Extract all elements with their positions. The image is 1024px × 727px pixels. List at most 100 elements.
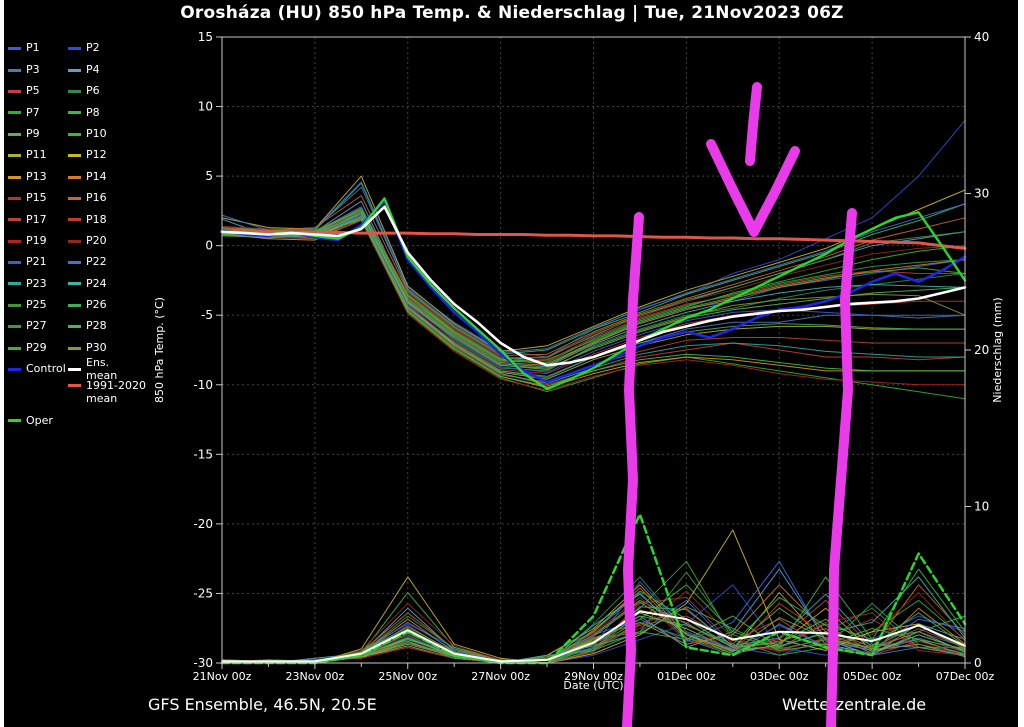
legend-color-dash: [8, 47, 21, 51]
legend-row: P11 P12: [8, 145, 178, 166]
legend-label: P1: [26, 41, 40, 55]
legend-label: P14: [86, 169, 107, 183]
legend-label: P19: [26, 233, 47, 247]
legend-color-dash: [68, 111, 81, 115]
legend-label: P2: [86, 41, 100, 55]
svg-text:10: 10: [974, 500, 989, 514]
legend-color-dash: [68, 239, 81, 243]
legend-label: P13: [26, 169, 47, 183]
gridlines: [221, 36, 966, 664]
legend-item-p20: P20: [68, 231, 128, 252]
legend-color-dash: [68, 368, 81, 372]
legend-color-dash: [68, 154, 81, 158]
annotation-arrow-head: [706, 139, 800, 237]
legend-label: P9: [26, 126, 40, 140]
legend-item-p11: P11: [8, 145, 68, 166]
svg-text:0: 0: [205, 239, 213, 253]
ensemble-legend: P1 P2 P3 P4 P5 P6 P7 P8 P9 P10 P11 P12 P13 P14 P15 P16 P…: [8, 38, 178, 432]
legend-item-p9: P9: [8, 124, 68, 145]
legend-row: P3 P4: [8, 59, 178, 80]
legend-color-dash: [68, 89, 81, 93]
legend-color-dash: [68, 175, 81, 179]
legend-row: P23 P24: [8, 273, 178, 294]
legend-color-dash: [8, 218, 21, 222]
legend-item-p3: P3: [8, 59, 68, 80]
legend-label: P11: [26, 148, 47, 162]
legend-label: P23: [26, 276, 47, 290]
legend-item-p8: P8: [68, 102, 128, 123]
svg-text:-30: -30: [193, 656, 213, 670]
legend-item-p12: P12: [68, 145, 128, 166]
legend-item-p10: P10: [68, 124, 128, 145]
legend-label: P10: [86, 126, 107, 140]
annotation-vline-right: [826, 208, 857, 727]
legend-color-dash: [68, 384, 81, 388]
legend-color-dash: [68, 218, 81, 222]
legend-item-p16: P16: [68, 188, 128, 209]
legend-label: P24: [86, 276, 107, 290]
legend-item-p1: P1: [8, 38, 68, 59]
legend-color-dash: [8, 196, 21, 200]
legend-color-dash: [8, 282, 21, 286]
legend-item-control: Control: [8, 359, 68, 380]
legend-color-dash: [8, 68, 21, 72]
legend-label: P20: [86, 233, 107, 247]
legend-color-dash: [8, 111, 21, 115]
legend-item-p29: P29: [8, 337, 68, 358]
legend-item-p21: P21: [8, 252, 68, 273]
legend-item-p23: P23: [8, 273, 68, 294]
legend-color-dash: [8, 89, 21, 93]
legend-item-p13: P13: [8, 166, 68, 187]
svg-text:10: 10: [198, 100, 213, 114]
legend-label: P16: [86, 191, 107, 205]
x-axis-title: Date (UTC): [563, 679, 624, 692]
legend-label: P3: [26, 62, 40, 76]
svg-text:0: 0: [974, 656, 982, 670]
legend-label: P17: [26, 212, 47, 226]
annotation-arrow-shaft: [745, 82, 762, 166]
legend-color-dash: [8, 132, 21, 136]
legend-color-dash: [68, 325, 81, 329]
legend-label: Ens. mean: [86, 355, 118, 382]
member-precip-series: [221, 529, 966, 664]
svg-text:5: 5: [205, 169, 213, 183]
legend-item-p27: P27: [8, 316, 68, 337]
legend-color-dash: [8, 154, 21, 158]
legend-item-p24: P24: [68, 273, 128, 294]
legend-label: P27: [26, 319, 47, 333]
legend-label: 1991-2020 mean: [86, 379, 146, 405]
legend-label: Oper: [26, 413, 53, 427]
legend-label: P21: [26, 255, 47, 269]
svg-text:-10: -10: [193, 378, 213, 392]
legend-item-p15: P15: [8, 188, 68, 209]
legend-color-dash: [8, 419, 21, 423]
legend-item-oper: Oper: [8, 410, 68, 431]
legend-row: Control Ens. mean: [8, 355, 178, 382]
legend-row: P5 P6: [8, 81, 178, 102]
legend-row: 1991-2020 mean: [8, 379, 178, 410]
legend-item-p25: P25: [8, 295, 68, 316]
legend-color-dash: [68, 261, 81, 265]
legend-item-p30: P30: [68, 337, 128, 358]
model-info-label: GFS Ensemble, 46.5N, 20.5E: [148, 695, 377, 714]
legend-row: P19 P20: [8, 231, 178, 252]
legend-label: P18: [86, 212, 107, 226]
hand-drawn-annotations: [622, 82, 857, 727]
legend-item-p22: P22: [68, 252, 128, 273]
main-series: [220, 197, 967, 665]
chart-title: Orosháza (HU) 850 hPa Temp. & Niederschl…: [180, 3, 844, 23]
legend-label: P25: [26, 298, 47, 312]
svg-text:-20: -20: [193, 517, 213, 531]
legend-color-dash: [8, 239, 21, 243]
legend-label: P12: [86, 148, 107, 162]
legend-row: P17 P18: [8, 209, 178, 230]
legend-label: P8: [86, 105, 100, 119]
site-watermark: Wetterzentrale.de: [782, 695, 927, 714]
member-temp-series: [221, 120, 966, 400]
svg-text:-15: -15: [193, 447, 213, 461]
legend-row: Oper: [8, 410, 178, 431]
legend-item-p7: P7: [8, 102, 68, 123]
legend-item-p18: P18: [68, 209, 128, 230]
svg-text:40: 40: [974, 30, 989, 44]
